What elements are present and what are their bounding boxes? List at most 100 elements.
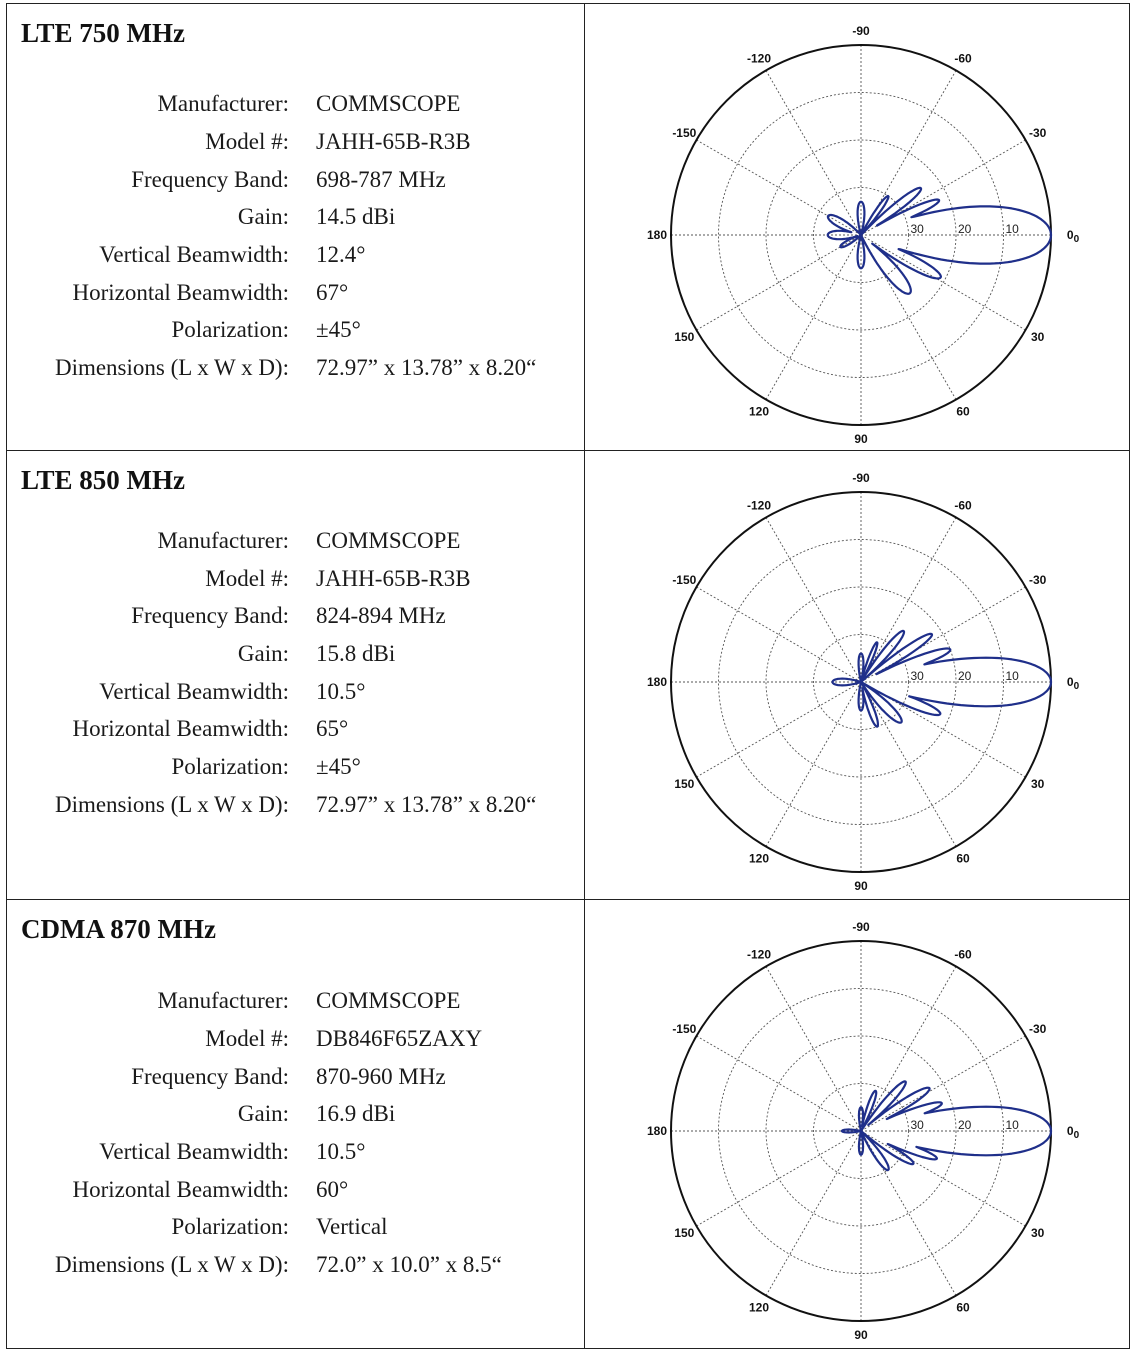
spec-label: Vertical Beamwidth: bbox=[99, 1139, 289, 1164]
angle-label: 90 bbox=[854, 432, 868, 446]
angle-label: -90 bbox=[852, 471, 870, 485]
grid-spoke bbox=[860, 1035, 1026, 1132]
antenna-title: LTE 850 MHz bbox=[21, 465, 186, 495]
antenna-spec-sheet: LTE 750 MHz Manufacturer: COMMSCOPE Model… bbox=[6, 3, 1130, 1349]
spec-model: Model #: JAHH-65B-R3B bbox=[7, 129, 585, 159]
spec-value: Vertical bbox=[316, 1214, 388, 1239]
spec-polarization: Polarization: Vertical bbox=[7, 1214, 585, 1244]
spec-dimensions: Dimensions (L x W x D): 72.0” x 10.0” x 8… bbox=[7, 1252, 585, 1282]
spec-label: Frequency Band: bbox=[131, 603, 289, 628]
spec-horizontal-beamwidth: Horizontal Beamwidth: 60° bbox=[7, 1177, 585, 1207]
grid-ring bbox=[718, 92, 1004, 378]
spec-value: 10.5° bbox=[316, 679, 366, 704]
spec-label: Polarization: bbox=[171, 317, 289, 342]
angle-label: 60 bbox=[956, 852, 970, 866]
grid-spoke bbox=[765, 1130, 862, 1296]
spec-label: Frequency Band: bbox=[131, 167, 289, 192]
spec-value: 824-894 MHz bbox=[316, 603, 446, 628]
angle-label: 180 bbox=[647, 1124, 667, 1138]
spec-label: Model #: bbox=[205, 1026, 289, 1051]
ring-label: 10 bbox=[1006, 222, 1020, 236]
spec-value: COMMSCOPE bbox=[316, 91, 461, 116]
grid-ring bbox=[765, 1035, 957, 1227]
angle-label: -120 bbox=[747, 947, 771, 961]
antenna-row: LTE 750 MHz Manufacturer: COMMSCOPE Model… bbox=[6, 3, 1130, 451]
spec-label: Gain: bbox=[237, 204, 289, 229]
ring-label: 30 bbox=[911, 1118, 925, 1132]
spec-frequency-band: Frequency Band: 870-960 MHz bbox=[7, 1064, 585, 1094]
grid-ring bbox=[813, 634, 909, 730]
angle-label: 00 bbox=[1067, 675, 1080, 692]
spec-value: 15.8 dBi bbox=[316, 641, 396, 666]
spec-label: Gain: bbox=[237, 641, 289, 666]
angle-label: 120 bbox=[749, 405, 769, 419]
antenna-row: CDMA 870 MHz Manufacturer: COMMSCOPE Mode… bbox=[6, 900, 1130, 1349]
polar-chart-panel: 30 20 10 -90 -60 -30 00 30 60 90 120 150 180 -150 -120 bbox=[585, 4, 1130, 450]
polar-radiation-pattern: 30 20 10 -90 -60 -30 00 30 60 90 120 150 180 -150 -120 bbox=[647, 24, 1080, 446]
polar-chart-panel: 30 20 10 -90 -60 -30 00 30 60 90 120 150 180 -150 -120 bbox=[585, 451, 1130, 899]
grid-ring bbox=[813, 1083, 909, 1179]
spec-gain: Gain: 15.8 dBi bbox=[7, 641, 585, 671]
polar-radiation-pattern: 30 20 10 -90 -60 -30 00 30 60 90 120 150 180 -150 -120 bbox=[647, 920, 1080, 1342]
spec-gain: Gain: 16.9 dBi bbox=[7, 1101, 585, 1131]
spec-label: Vertical Beamwidth: bbox=[99, 242, 289, 267]
spec-value: 12.4° bbox=[316, 242, 366, 267]
spec-value: JAHH-65B-R3B bbox=[316, 566, 471, 591]
spec-value: COMMSCOPE bbox=[316, 988, 461, 1013]
spec-value: 870-960 MHz bbox=[316, 1064, 446, 1089]
grid-spoke bbox=[696, 586, 862, 683]
spec-model: Model #: JAHH-65B-R3B bbox=[7, 566, 585, 596]
spec-panel: CDMA 870 MHz Manufacturer: COMMSCOPE Mode… bbox=[7, 900, 585, 1348]
spec-value: 72.97” x 13.78” x 8.20“ bbox=[316, 355, 537, 380]
spec-manufacturer: Manufacturer: COMMSCOPE bbox=[7, 91, 585, 121]
grid-ring bbox=[765, 586, 957, 778]
spec-label: Dimensions (L x W x D): bbox=[54, 792, 289, 817]
spec-value: 72.97” x 13.78” x 8.20“ bbox=[316, 792, 537, 817]
ring-label: 30 bbox=[911, 669, 925, 683]
spec-panel: LTE 750 MHz Manufacturer: COMMSCOPE Model… bbox=[7, 4, 585, 450]
angle-label: 90 bbox=[854, 879, 868, 893]
spec-label: Horizontal Beamwidth: bbox=[72, 716, 289, 741]
spec-manufacturer: Manufacturer: COMMSCOPE bbox=[7, 988, 585, 1018]
spec-label: Manufacturer: bbox=[157, 91, 289, 116]
angle-label: 120 bbox=[749, 852, 769, 866]
spec-value: 60° bbox=[316, 1177, 349, 1202]
angle-label: 120 bbox=[749, 1301, 769, 1315]
angle-label: 180 bbox=[647, 675, 667, 689]
ring-label: 20 bbox=[958, 222, 972, 236]
spec-value: COMMSCOPE bbox=[316, 528, 461, 553]
spec-model: Model #: DB846F65ZAXY bbox=[7, 1026, 585, 1056]
angle-label: 150 bbox=[674, 330, 694, 344]
spec-dimensions: Dimensions (L x W x D): 72.97” x 13.78” x… bbox=[7, 355, 585, 385]
spec-dimensions: Dimensions (L x W x D): 72.97” x 13.78” x… bbox=[7, 792, 585, 822]
spec-panel: LTE 850 MHz Manufacturer: COMMSCOPE Model… bbox=[7, 451, 585, 899]
spec-frequency-band: Frequency Band: 698-787 MHz bbox=[7, 167, 585, 197]
spec-gain: Gain: 14.5 dBi bbox=[7, 204, 585, 234]
grid-ring bbox=[718, 988, 1004, 1274]
spec-label: Frequency Band: bbox=[131, 1064, 289, 1089]
angle-label: -120 bbox=[747, 498, 771, 512]
spec-label: Gain: bbox=[237, 1101, 289, 1126]
spec-polarization: Polarization: ±45° bbox=[7, 754, 585, 784]
spec-vertical-beamwidth: Vertical Beamwidth: 10.5° bbox=[7, 679, 585, 709]
spec-polarization: Polarization: ±45° bbox=[7, 317, 585, 347]
ring-label: 20 bbox=[958, 669, 972, 683]
angle-label: 180 bbox=[647, 228, 667, 242]
ring-label: 10 bbox=[1006, 669, 1020, 683]
spec-label: Polarization: bbox=[171, 1214, 289, 1239]
ring-label: 20 bbox=[958, 1118, 972, 1132]
grid-ring bbox=[718, 539, 1004, 825]
spec-value: 65° bbox=[316, 716, 349, 741]
spec-value: ±45° bbox=[316, 754, 361, 779]
spec-label: Dimensions (L x W x D): bbox=[54, 1252, 289, 1277]
grid-ring bbox=[813, 187, 909, 283]
grid-spoke bbox=[696, 139, 862, 236]
antenna-title: CDMA 870 MHz bbox=[21, 914, 216, 944]
angle-label: 60 bbox=[956, 1301, 970, 1315]
angle-label: 150 bbox=[674, 777, 694, 791]
spec-value: 14.5 dBi bbox=[316, 204, 396, 229]
spec-value: JAHH-65B-R3B bbox=[316, 129, 471, 154]
antenna-row: LTE 850 MHz Manufacturer: COMMSCOPE Model… bbox=[6, 451, 1130, 900]
angle-label: 30 bbox=[1031, 777, 1045, 791]
angle-label: -90 bbox=[852, 920, 870, 934]
